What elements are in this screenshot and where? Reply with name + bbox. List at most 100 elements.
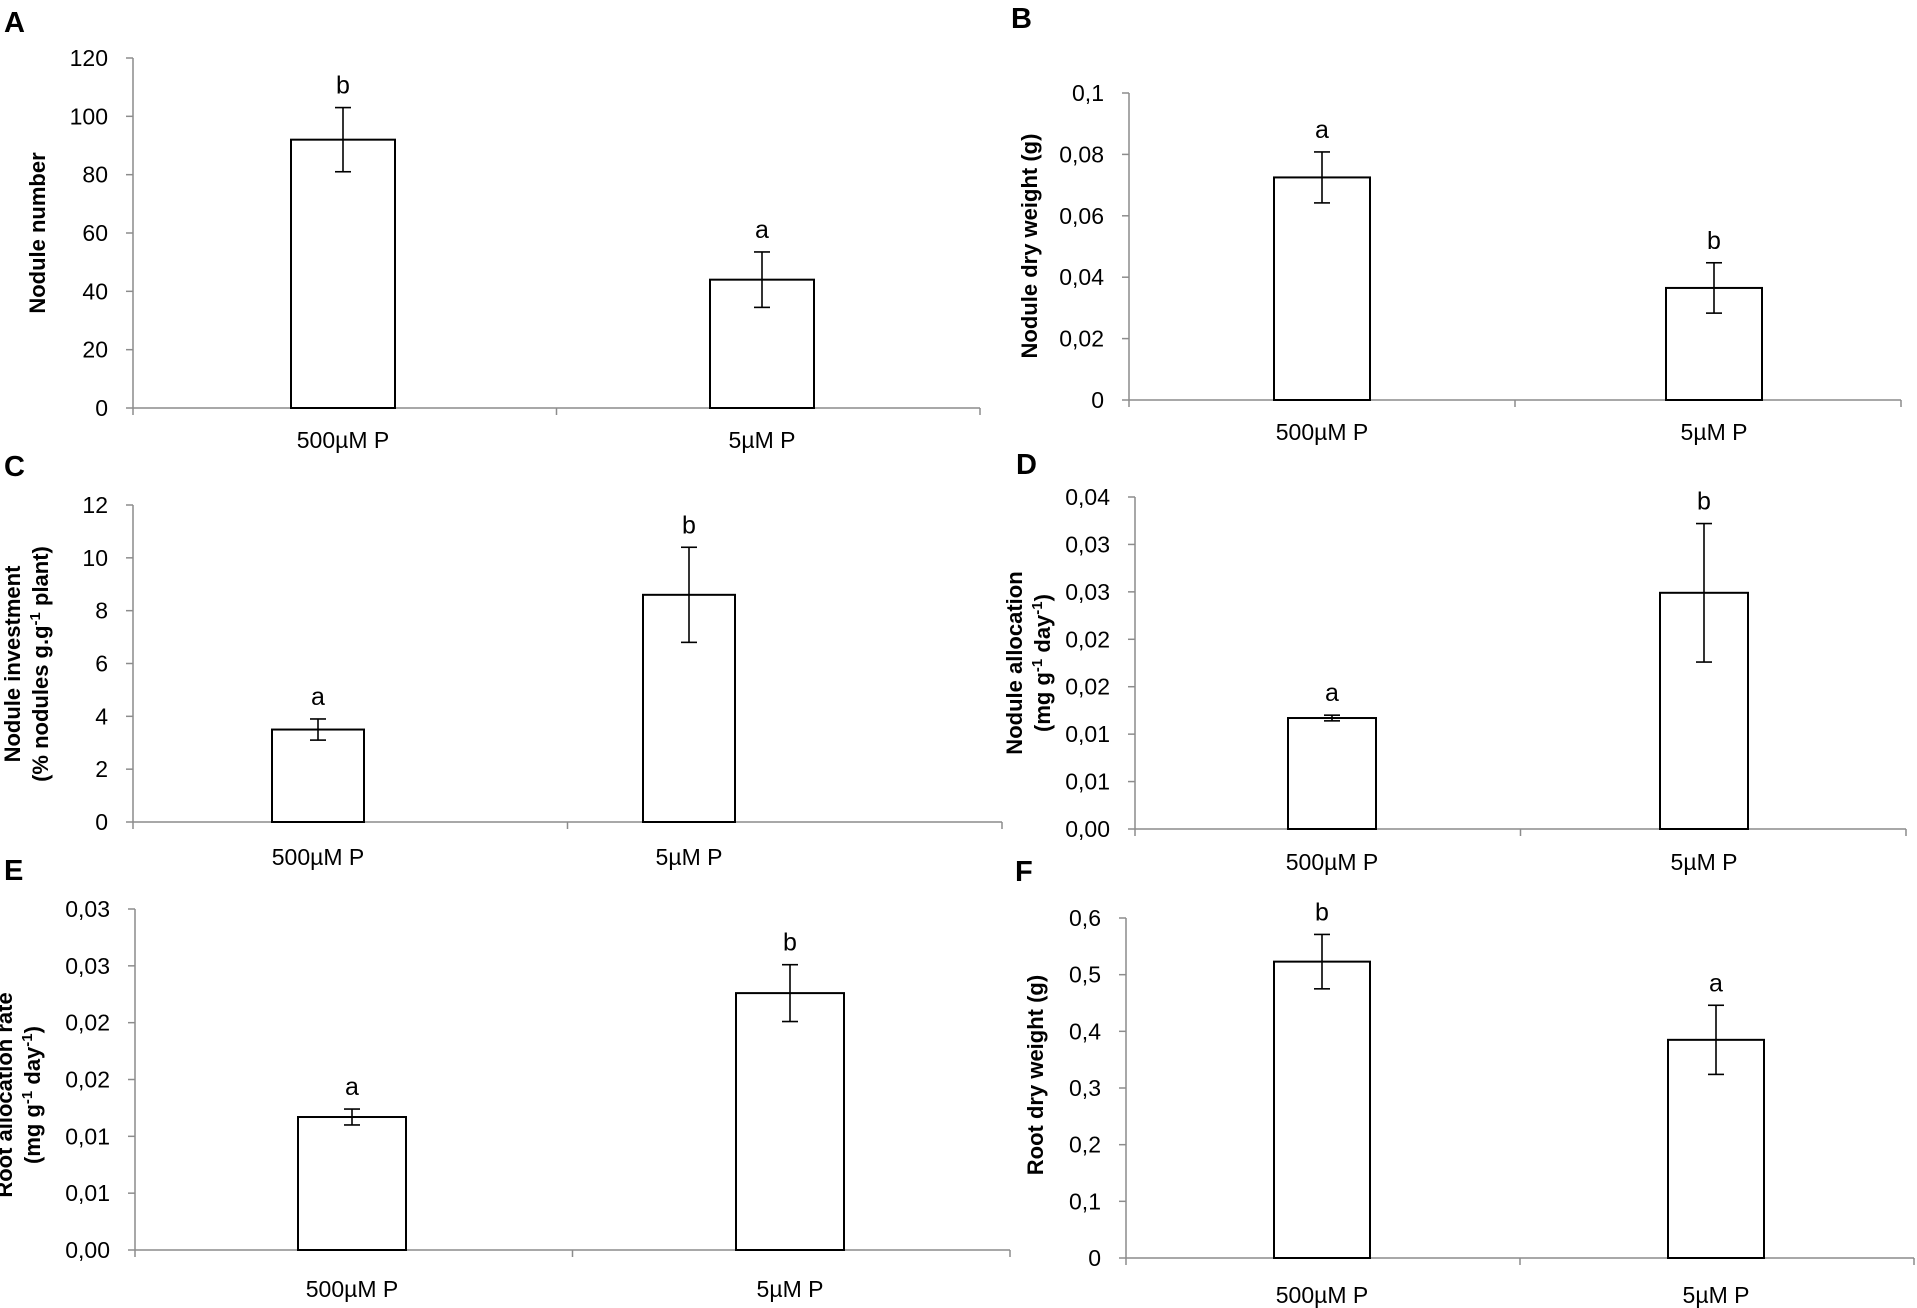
y-tick-label: 0,00 — [1065, 816, 1110, 842]
y-tick-label: 6 — [95, 651, 108, 677]
ylabel-superscript: -1 — [1029, 659, 1046, 672]
panel-f: F 0 0,1 0,2 0,3 0,4 0,5 0,6 b 500µM P a 5µM P Root d… — [1015, 856, 1915, 1308]
error-bar — [1708, 1004, 1724, 1076]
y-axis-label-line: Nodule dry weight (g) — [1017, 134, 1042, 359]
panel-c: C 0 2 4 6 8 10 12 a 500µM P b 5µM P Nodule investmen… — [0, 451, 1003, 870]
y-tick-label: 10 — [82, 545, 108, 571]
ylabel-text-part: ) — [1030, 594, 1055, 601]
y-tick-label: 0,6 — [1069, 905, 1101, 931]
panel-label: B — [1011, 3, 1032, 35]
y-tick-label: 0,1 — [1072, 80, 1104, 106]
ylabel-text-part: day — [1030, 614, 1055, 659]
significance-label: a — [345, 1073, 359, 1101]
ylabel-text-part: day — [20, 1046, 45, 1091]
significance-label: a — [1315, 116, 1329, 144]
y-axis-label: Nodule allocation (mg g-1 day-1) — [1002, 571, 1055, 754]
error-bar — [1696, 522, 1712, 663]
ylabel-superscript: -1 — [19, 1091, 36, 1104]
y-tick-label: 12 — [82, 492, 108, 518]
significance-label: a — [1709, 969, 1723, 997]
category-label: 5µM P — [1681, 419, 1748, 445]
significance-label: a — [311, 683, 325, 711]
y-tick-label: 20 — [82, 337, 108, 363]
y-tick-label: 40 — [82, 278, 108, 304]
significance-label: b — [783, 929, 797, 957]
significance-label: b — [682, 511, 696, 539]
panel-d: D 0,00 0,01 0,01 0,02 0,02 0,03 0,03 0,04 a 500µM … — [1002, 449, 1907, 875]
y-tick-label: 0 — [95, 395, 108, 421]
panel-a: A 0 20 40 60 80 100 120 b 500µM P a 5µM P Nodule num… — [4, 7, 981, 453]
error-bar — [1324, 714, 1340, 722]
y-axis-label-line: Root dry weight (g) — [1023, 975, 1048, 1175]
category-label: 500µM P — [297, 427, 390, 453]
panel-b: B 0 0,02 0,04 0,06 0,08 0,1 a 500µM P b 5µM P Nodul… — [1011, 3, 1902, 445]
bar-high-p — [1287, 717, 1377, 831]
y-tick-label: 0,02 — [65, 1067, 110, 1093]
y-tick-label: 0,01 — [65, 1180, 110, 1206]
panel-e: E 0,00 0,01 0,01 0,02 0,02 0,03 0,03 a 500µM P b 5µ… — [0, 855, 1011, 1302]
panel-label: A — [4, 7, 25, 39]
y-tick-label: 2 — [95, 756, 108, 782]
y-tick-label: 0,2 — [1069, 1132, 1101, 1158]
bar-high-p — [1273, 960, 1371, 1260]
category-label: 500µM P — [1276, 1282, 1369, 1308]
error-bar — [1314, 933, 1330, 990]
panel-label: E — [4, 855, 23, 887]
y-axis-label: Root dry weight (g) — [1023, 975, 1048, 1175]
y-tick-label: 80 — [82, 162, 108, 188]
y-tick-label: 0,3 — [1069, 1075, 1101, 1101]
y-tick-label: 0,1 — [1069, 1188, 1101, 1214]
y-axis-label-line: (% nodules g.g-1 plant) — [27, 546, 54, 782]
y-tick-label: 0,02 — [1065, 626, 1110, 652]
y-tick-label: 0,03 — [65, 896, 110, 922]
ylabel-text-part: Root dry weight (g) — [1023, 975, 1048, 1175]
ylabel-superscript: -1 — [27, 612, 44, 625]
ylabel-superscript: -1 — [19, 1033, 36, 1046]
category-label: 5µM P — [757, 1276, 824, 1302]
bar-low-p — [735, 992, 845, 1251]
significance-label: b — [1697, 488, 1711, 516]
significance-label: b — [1707, 227, 1721, 255]
bar-low-p — [1667, 1038, 1765, 1260]
y-tick-label: 0,03 — [1065, 579, 1110, 605]
y-tick-label: 0,04 — [1065, 484, 1110, 510]
y-axis-label: Nodule investment (% nodules g.g-1 plant) — [0, 546, 53, 782]
y-tick-label: 0,03 — [65, 953, 110, 979]
y-tick-label: 0,02 — [1059, 326, 1104, 352]
y-tick-label: 0 — [95, 809, 108, 835]
bar-high-p — [1273, 176, 1371, 401]
y-tick-label: 0,02 — [1065, 674, 1110, 700]
category-label: 500µM P — [306, 1276, 399, 1302]
error-bar — [310, 718, 326, 741]
category-label: 500µM P — [1276, 419, 1369, 445]
category-label: 5µM P — [656, 844, 723, 870]
category-label: 5µM P — [1683, 1282, 1750, 1308]
error-bar — [754, 251, 770, 309]
significance-label: a — [1325, 679, 1339, 707]
significance-label: b — [336, 72, 350, 100]
y-axis-label-line: Nodule number — [25, 152, 50, 314]
y-tick-label: 0,04 — [1059, 264, 1104, 290]
y-tick-label: 0,01 — [65, 1123, 110, 1149]
ylabel-text-part: Nodule dry weight (g) — [1017, 134, 1042, 359]
ylabel-text-part: Nodule investment — [0, 565, 25, 762]
category-label: 500µM P — [272, 844, 365, 870]
y-axis-label: Nodule number — [25, 152, 50, 314]
ylabel-text-part: (mg g — [20, 1104, 45, 1164]
panel-label: C — [4, 451, 25, 483]
error-bar — [1706, 261, 1722, 314]
ylabel-text-part: (mg g — [1030, 672, 1055, 732]
y-tick-label: 0,01 — [1065, 721, 1110, 747]
bar-high-p — [290, 138, 396, 410]
y-tick-label: 0,03 — [1065, 531, 1110, 557]
ylabel-text-part: Nodule number — [25, 152, 50, 314]
category-label: 500µM P — [1286, 849, 1379, 875]
y-axis-label-line: Nodule investment — [0, 565, 25, 762]
y-axis-label-line: Nodule allocation — [1002, 571, 1027, 754]
bar-high-p — [271, 728, 365, 824]
y-tick-label: 0 — [1088, 1245, 1101, 1271]
y-tick-label: 0 — [1091, 387, 1104, 413]
y-axis-label-line: (mg g-1 day-1) — [19, 1026, 46, 1164]
error-bar — [1314, 151, 1330, 204]
panel-label: F — [1015, 856, 1033, 888]
